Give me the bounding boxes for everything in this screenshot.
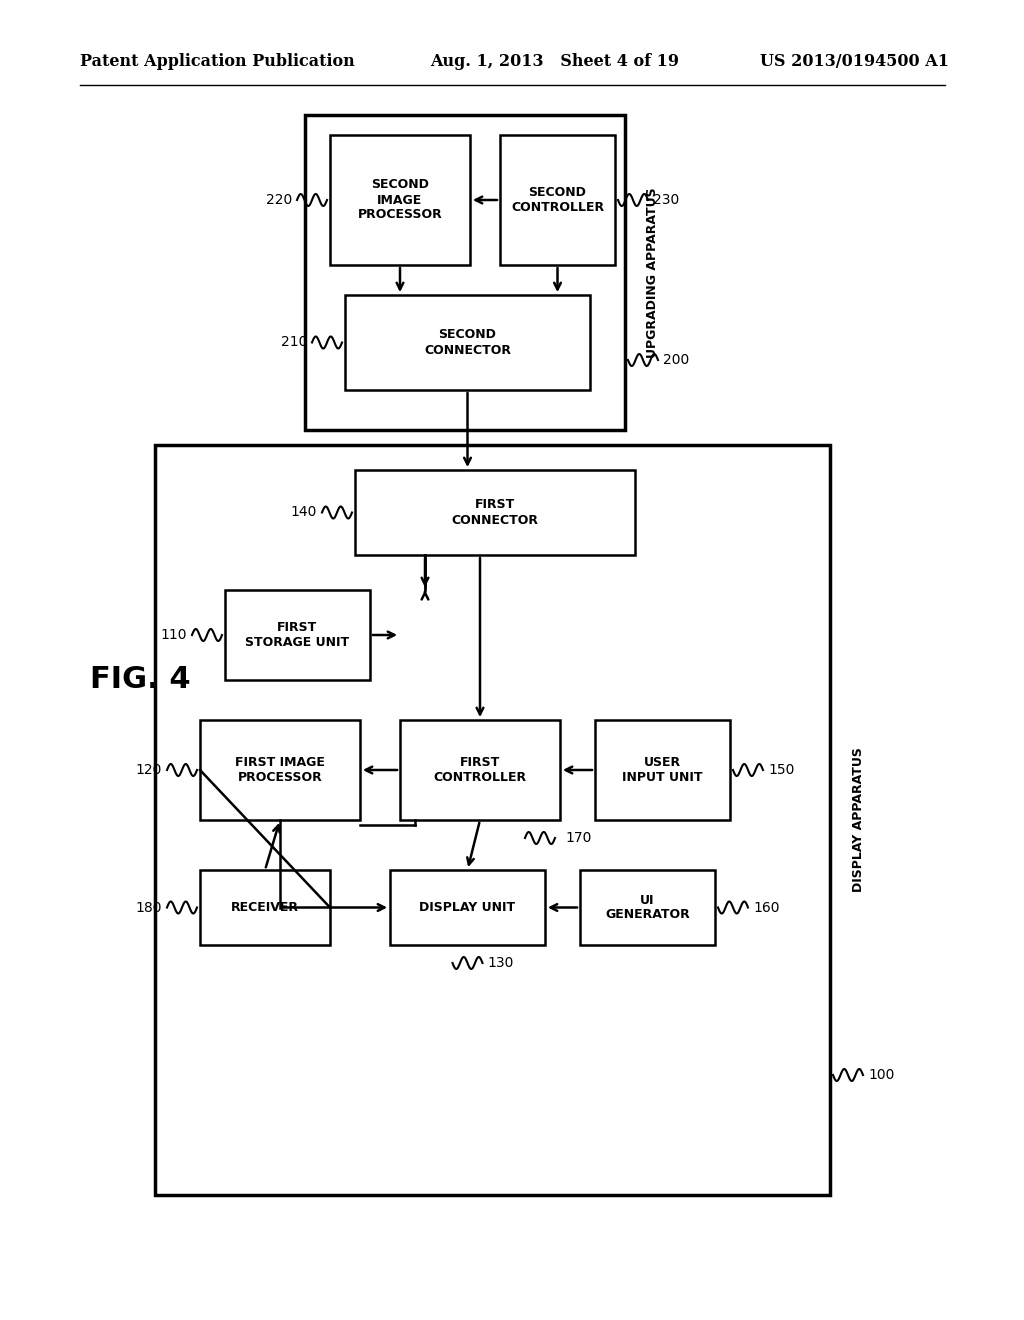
Text: FIRST
CONNECTOR: FIRST CONNECTOR bbox=[452, 499, 539, 527]
Text: Patent Application Publication: Patent Application Publication bbox=[80, 54, 354, 70]
Text: SECOND
CONTROLLER: SECOND CONTROLLER bbox=[511, 186, 604, 214]
Bar bbox=[155, 445, 830, 1195]
Bar bbox=[225, 590, 370, 680]
Text: US 2013/0194500 A1: US 2013/0194500 A1 bbox=[760, 54, 949, 70]
Bar bbox=[390, 870, 545, 945]
Bar bbox=[595, 719, 730, 820]
Text: 110: 110 bbox=[161, 628, 187, 642]
Bar bbox=[200, 870, 330, 945]
Text: 120: 120 bbox=[135, 763, 162, 777]
Text: SECOND
IMAGE
PROCESSOR: SECOND IMAGE PROCESSOR bbox=[357, 178, 442, 222]
Text: 200: 200 bbox=[663, 352, 689, 367]
Text: FIG. 4: FIG. 4 bbox=[90, 665, 190, 694]
Text: 160: 160 bbox=[753, 900, 779, 915]
Text: 130: 130 bbox=[487, 956, 514, 970]
Text: FIRST
CONTROLLER: FIRST CONTROLLER bbox=[433, 756, 526, 784]
Text: 100: 100 bbox=[868, 1068, 894, 1082]
Bar bbox=[500, 135, 615, 265]
Bar bbox=[345, 294, 590, 389]
Text: UPGRADING APPARATUS: UPGRADING APPARATUS bbox=[646, 187, 659, 358]
Bar bbox=[330, 135, 470, 265]
Text: DISPLAY APPARATUS: DISPLAY APPARATUS bbox=[852, 747, 864, 892]
Bar bbox=[580, 870, 715, 945]
Text: USER
INPUT UNIT: USER INPUT UNIT bbox=[623, 756, 702, 784]
Bar bbox=[200, 719, 360, 820]
Text: FIRST
STORAGE UNIT: FIRST STORAGE UNIT bbox=[246, 620, 349, 649]
Bar bbox=[400, 719, 560, 820]
Text: RECEIVER: RECEIVER bbox=[231, 902, 299, 913]
Text: 230: 230 bbox=[653, 193, 679, 207]
Text: UI
GENERATOR: UI GENERATOR bbox=[605, 894, 690, 921]
Text: 140: 140 bbox=[291, 506, 317, 520]
Text: 150: 150 bbox=[768, 763, 795, 777]
Text: 220: 220 bbox=[266, 193, 292, 207]
Text: 170: 170 bbox=[565, 832, 592, 845]
Bar bbox=[305, 115, 625, 430]
Bar bbox=[355, 470, 635, 554]
Text: SECOND
CONNECTOR: SECOND CONNECTOR bbox=[424, 329, 511, 356]
Text: 180: 180 bbox=[135, 900, 162, 915]
Text: 210: 210 bbox=[281, 335, 307, 350]
Text: FIRST IMAGE
PROCESSOR: FIRST IMAGE PROCESSOR bbox=[236, 756, 325, 784]
Text: Aug. 1, 2013   Sheet 4 of 19: Aug. 1, 2013 Sheet 4 of 19 bbox=[430, 54, 679, 70]
Text: DISPLAY UNIT: DISPLAY UNIT bbox=[420, 902, 515, 913]
